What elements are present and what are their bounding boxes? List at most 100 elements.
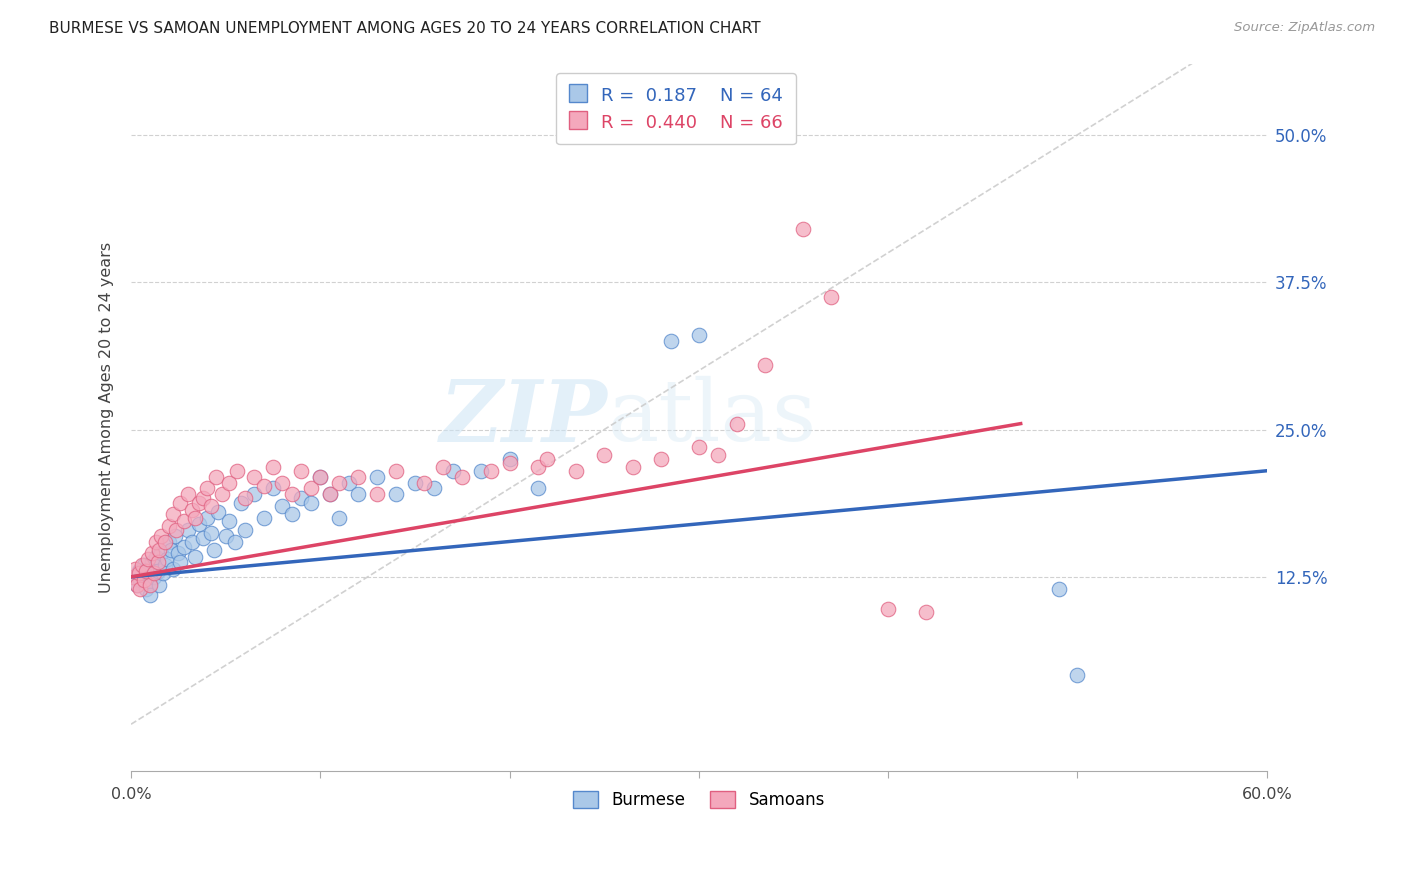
Point — [252, 479, 274, 493]
Point — [659, 334, 682, 348]
Point — [404, 475, 426, 490]
Point — [262, 482, 284, 496]
Point — [200, 499, 222, 513]
Point — [157, 534, 180, 549]
Text: Source: ZipAtlas.com: Source: ZipAtlas.com — [1234, 21, 1375, 34]
Point — [173, 515, 195, 529]
Point — [131, 558, 153, 572]
Point — [328, 511, 350, 525]
Point — [413, 475, 436, 490]
Point — [441, 464, 464, 478]
Point — [229, 495, 252, 509]
Point — [243, 487, 266, 501]
Point — [150, 528, 173, 542]
Point — [451, 469, 474, 483]
Point — [536, 452, 558, 467]
Point — [191, 491, 214, 505]
Point — [347, 487, 370, 501]
Point — [252, 511, 274, 525]
Point — [148, 578, 170, 592]
Point — [621, 460, 644, 475]
Point — [135, 564, 157, 578]
Point — [177, 523, 200, 537]
Point — [593, 449, 616, 463]
Legend: Burmese, Samoans: Burmese, Samoans — [567, 785, 831, 816]
Point — [215, 528, 238, 542]
Point — [226, 464, 249, 478]
Point — [142, 570, 165, 584]
Point — [207, 505, 229, 519]
Point — [218, 515, 240, 529]
Point — [162, 508, 184, 522]
Point — [167, 546, 190, 560]
Point — [128, 564, 150, 578]
Point — [792, 222, 814, 236]
Point — [153, 558, 176, 572]
Point — [366, 469, 388, 483]
Point — [337, 475, 360, 490]
Point — [146, 555, 169, 569]
Point — [498, 456, 520, 470]
Point — [233, 491, 256, 505]
Point — [299, 482, 322, 496]
Point — [139, 578, 162, 592]
Point — [169, 495, 191, 509]
Text: BURMESE VS SAMOAN UNEMPLOYMENT AMONG AGES 20 TO 24 YEARS CORRELATION CHART: BURMESE VS SAMOAN UNEMPLOYMENT AMONG AGE… — [49, 21, 761, 36]
Point — [1066, 667, 1088, 681]
Point — [166, 523, 188, 537]
Point — [141, 555, 163, 569]
Point — [188, 516, 211, 531]
Point — [152, 566, 174, 581]
Point — [125, 578, 148, 592]
Point — [125, 578, 148, 592]
Point — [134, 558, 156, 572]
Point — [142, 566, 165, 581]
Point — [479, 464, 502, 478]
Text: ZIP: ZIP — [440, 376, 607, 459]
Point — [180, 534, 202, 549]
Point — [290, 491, 312, 505]
Point — [141, 546, 163, 560]
Point — [162, 561, 184, 575]
Point — [650, 452, 672, 467]
Point — [150, 546, 173, 560]
Point — [195, 511, 218, 525]
Point — [565, 464, 588, 478]
Point — [290, 464, 312, 478]
Point — [180, 502, 202, 516]
Point — [527, 482, 550, 496]
Point — [211, 487, 233, 501]
Point — [124, 561, 146, 575]
Point — [145, 534, 167, 549]
Point — [688, 328, 710, 343]
Point — [688, 440, 710, 454]
Point — [309, 469, 332, 483]
Point — [319, 487, 342, 501]
Point — [423, 482, 446, 496]
Point — [157, 519, 180, 533]
Point — [271, 475, 294, 490]
Point — [470, 464, 492, 478]
Point — [184, 549, 207, 564]
Point — [271, 499, 294, 513]
Point — [163, 528, 186, 542]
Point — [124, 570, 146, 584]
Point — [299, 495, 322, 509]
Point — [122, 570, 145, 584]
Point — [243, 469, 266, 483]
Point — [707, 449, 730, 463]
Point — [156, 552, 179, 566]
Point — [725, 417, 748, 431]
Point — [754, 358, 776, 372]
Point — [153, 534, 176, 549]
Point — [173, 541, 195, 555]
Point — [148, 542, 170, 557]
Point — [366, 487, 388, 501]
Point — [385, 464, 408, 478]
Point — [128, 566, 150, 581]
Point — [385, 487, 408, 501]
Point — [188, 495, 211, 509]
Point — [139, 588, 162, 602]
Point — [136, 561, 159, 575]
Point — [309, 469, 332, 483]
